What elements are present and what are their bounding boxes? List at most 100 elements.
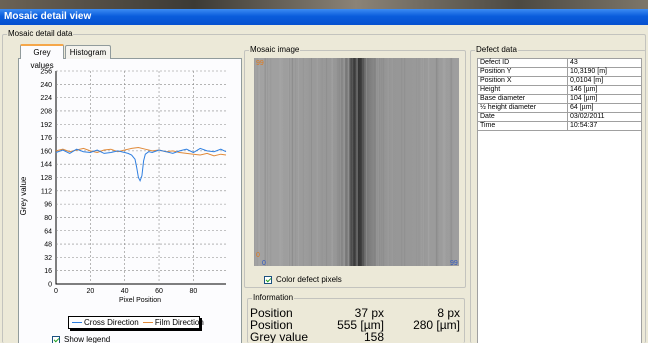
mosaic-streak [364,58,365,266]
mosaic-streak [368,58,370,266]
mosaic-streak [295,58,297,266]
mosaic-streak [331,58,333,266]
mosaic-streak [450,58,452,266]
defect-value: 104 [µm] [567,94,642,104]
mosaic-streak [292,58,294,266]
defect-key: Base diameter [477,94,568,104]
mosaic-streak [389,58,390,266]
mosaic-streak [291,58,293,266]
tab-histogram[interactable]: Histogram [65,45,111,59]
defect-key: Time [477,121,568,131]
checkbox-icon[interactable] [264,275,272,284]
mosaic-streak [437,58,439,266]
mosaic-streak [344,58,345,266]
mosaic-streak [290,58,291,266]
x-tick-label: 20 [86,288,94,295]
mosaic-streak [377,58,379,266]
y-tick-label: 176 [40,135,52,142]
mosaic-streak [381,58,383,266]
mosaic-streak [366,58,367,266]
mosaic-streak [321,58,323,266]
checkbox-icon[interactable] [52,335,60,343]
y-axis-label: Grey value [19,176,28,215]
series-line-cross-direction [55,147,227,183]
x-tick-label: 0 [54,288,58,295]
mosaic-streak [264,58,266,266]
info-row: Position 37 px 8 px [250,307,462,319]
grey-value-chart: 0 16 32 48 64 80 96 112 128 144 160 176 192 208 224 240… [19,69,227,304]
mosaic-streak [435,58,438,266]
defect-data-table: Defect ID 43 Position Y 10,3190 [m] Position… [477,58,642,131]
mosaic-streak [354,58,356,266]
mosaic-image[interactable] [254,58,459,266]
info-label: Position [250,306,293,320]
information-group: Information [247,293,465,343]
mosaic-streak [254,58,256,266]
mosaic-streak [344,58,346,266]
mosaic-streak [389,58,391,266]
window-title: Mosaic detail view [4,11,92,22]
mosaic-streak [353,58,355,266]
mosaic-streak [427,58,430,266]
y-tick-label: 192 [40,122,52,129]
mosaic-streak [288,58,289,266]
mosaic-streak [381,58,382,266]
mosaic-y-min-tick: 0 [256,252,260,259]
mosaic-x-max-tick: 99 [450,260,458,267]
tab-grey-values[interactable]: Grey values [20,44,64,70]
mosaic-streak [374,58,376,266]
y-tick-label: 32 [44,255,52,262]
mosaic-streak [444,58,446,266]
mosaic-streak [365,58,368,266]
mosaic-streak [269,58,272,266]
table-row: Time 10:54:37 [477,121,642,131]
mosaic-streak [367,58,369,266]
defect-key: Defect ID [477,58,568,68]
mosaic-y-max-tick: 99 [256,60,264,67]
defect-key: Date [477,112,568,122]
mosaic-streak [423,58,425,266]
mosaic-streak [259,58,260,266]
defect-value: 03/02/2011 [567,112,642,122]
mosaic-streak [442,58,444,266]
mosaic-streak [391,58,393,266]
mosaic-streak [421,58,423,266]
mosaic-streak [374,58,376,266]
chart-axes [55,71,226,285]
defect-data-group: Defect data [470,45,646,343]
defect-value: 64 [µm] [567,103,642,113]
defect-key: Position X [477,76,568,86]
x-tick-label: 40 [121,288,129,295]
table-row: Position X 0,0104 [m] [477,76,642,86]
mosaic-streak [374,58,376,266]
mosaic-streak [376,58,377,266]
mosaic-streak [281,58,283,266]
x-axis-label: Pixel Position [119,297,161,304]
mosaic-streak [342,58,344,266]
y-tick-label: 48 [44,242,52,249]
mosaic-streak [451,58,453,266]
window-titlebar[interactable]: Mosaic detail view [0,9,648,25]
y-tick-label: 224 [40,95,52,102]
info-row: Grey value 158 [250,331,462,343]
y-tick-label: 240 [40,82,52,89]
mosaic-streak [288,58,291,266]
y-tick-label: 160 [40,148,52,155]
table-row: Base diameter 104 [µm] [477,94,642,104]
background-strip [0,0,648,9]
legend-swatch-cross [72,322,82,324]
group-label: Mosaic image [249,45,301,55]
info-value-1: 37 px [354,306,384,320]
mosaic-streak [298,58,300,266]
mosaic-streak [348,58,350,266]
show-legend-checkbox[interactable]: Show legend [52,335,110,343]
color-defect-pixels-checkbox[interactable]: Color defect pixels [264,275,342,285]
y-tick-label: 144 [40,162,52,169]
info-label: Grey value [250,330,309,343]
group-label: Mosaic detail data [7,29,74,39]
mosaic-streak [278,58,280,266]
mosaic-streak [449,58,451,266]
defect-value: 10:54:37 [567,121,642,131]
mosaic-streak [389,58,391,266]
mosaic-streak [288,58,290,266]
